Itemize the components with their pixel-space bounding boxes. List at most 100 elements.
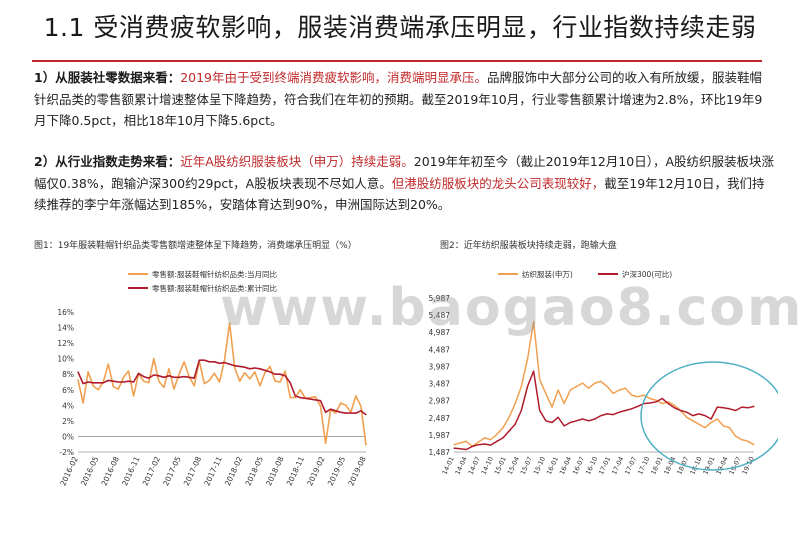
data-point — [643, 394, 645, 396]
data-point — [741, 438, 743, 441]
data-point — [453, 447, 455, 449]
x-tick-label: 2019-02 — [305, 455, 326, 487]
data-point — [274, 380, 276, 382]
x-tick-label: 2017-02 — [141, 455, 162, 487]
data-point — [600, 415, 602, 417]
data-point — [213, 372, 216, 375]
data-point — [545, 420, 547, 422]
data-point — [269, 371, 271, 373]
data-point — [158, 375, 160, 377]
data-point — [490, 438, 492, 441]
data-point — [360, 410, 362, 412]
y-tick-label: 4,487 — [429, 345, 451, 354]
y-tick-label: 3,487 — [429, 380, 451, 389]
y-tick-label: 1,987 — [429, 431, 451, 440]
y-tick-label: 12% — [57, 339, 74, 348]
chart-sector-index: 纺织服装(申万) 沪深300(可比) 1,487 1,987 2,487 2,987 3,4… — [429, 269, 778, 476]
data-point — [484, 437, 486, 439]
x-tick-label: 2016-08 — [100, 455, 121, 487]
data-point — [661, 397, 663, 400]
data-point — [77, 371, 79, 373]
y-tick-label: 0% — [62, 432, 74, 441]
data-point — [557, 416, 559, 418]
data-point — [193, 377, 195, 379]
data-point — [102, 382, 104, 384]
data-point — [453, 444, 455, 446]
data-point — [514, 403, 516, 405]
data-point — [551, 421, 553, 424]
data-point — [716, 418, 718, 420]
data-point — [575, 420, 578, 422]
data-point — [264, 372, 266, 374]
data-point — [722, 425, 724, 427]
highlight-circle — [640, 361, 778, 471]
data-point — [203, 382, 205, 385]
data-point — [289, 396, 291, 399]
legend-label-1: 沪深300(可比) — [622, 269, 672, 279]
data-point — [97, 382, 99, 384]
data-point — [279, 373, 281, 375]
data-point — [97, 389, 99, 391]
data-point — [365, 444, 367, 446]
data-point — [496, 440, 498, 442]
data-point — [82, 382, 84, 385]
data-point — [82, 402, 84, 404]
data-point — [355, 395, 357, 397]
slide-title: 1.1 受消费疲软影响，服装消费端承压明显，行业指数持续走弱 — [43, 13, 757, 42]
para1-body: 品牌服饰中大部分公司的收入有所放缓，服装鞋帽针织品类的零售额累计增速整体呈下降趋… — [34, 70, 763, 128]
data-point — [324, 411, 327, 413]
para1-lead: 1）从服装社零数据来看： — [34, 70, 181, 85]
data-point — [87, 381, 89, 383]
data-point — [679, 409, 682, 412]
data-point — [575, 385, 578, 388]
caption-figure-1: 图1：19年服装鞋帽针织品类零售额增速整体呈下降趋势，消费端承压明显（%） — [34, 241, 357, 251]
data-point — [606, 385, 608, 388]
data-point — [173, 388, 175, 390]
data-point — [624, 387, 627, 389]
data-point — [612, 413, 614, 416]
data-point — [520, 409, 522, 412]
data-point — [132, 395, 135, 397]
y-tick-label: 5,487 — [429, 311, 451, 320]
data-point — [183, 375, 185, 378]
data-point — [117, 388, 120, 390]
data-point — [223, 361, 226, 364]
data-point — [569, 421, 571, 424]
data-point — [340, 411, 342, 413]
data-point — [92, 385, 94, 387]
data-point — [624, 409, 627, 412]
data-point — [203, 359, 205, 361]
data-point — [335, 410, 337, 412]
data-point — [594, 418, 596, 420]
data-point — [630, 408, 633, 410]
data-point — [330, 408, 332, 410]
caption-figure-2: 图2：近年纺织服装板块持续走弱，跑输大盘 — [440, 241, 617, 251]
y-tick-label: 4% — [62, 401, 74, 410]
data-point — [747, 407, 749, 409]
data-point — [490, 444, 492, 446]
data-point — [163, 386, 165, 389]
data-point — [496, 433, 498, 436]
y-tick-label: 2,487 — [429, 414, 451, 423]
legend-label-0: 纺织服装(申万) — [522, 269, 573, 279]
data-point — [692, 415, 694, 417]
data-point — [502, 437, 504, 439]
data-point — [698, 423, 700, 425]
data-point — [728, 408, 731, 410]
data-point — [692, 420, 694, 422]
data-point — [563, 403, 565, 405]
data-point — [741, 406, 743, 408]
data-point — [284, 375, 286, 377]
data-point — [508, 430, 510, 432]
data-point — [122, 381, 125, 383]
data-point — [244, 372, 246, 374]
legend-label-0: 零售额:服装鞋帽针纺织品类:当月同比 — [152, 269, 278, 279]
data-point — [606, 413, 608, 415]
data-point — [112, 380, 114, 382]
data-point — [355, 412, 357, 414]
data-point — [526, 385, 529, 388]
data-point — [87, 371, 89, 373]
title-underline — [32, 60, 762, 62]
x-tick-label: 2016-11 — [120, 455, 141, 487]
data-point — [667, 403, 669, 405]
